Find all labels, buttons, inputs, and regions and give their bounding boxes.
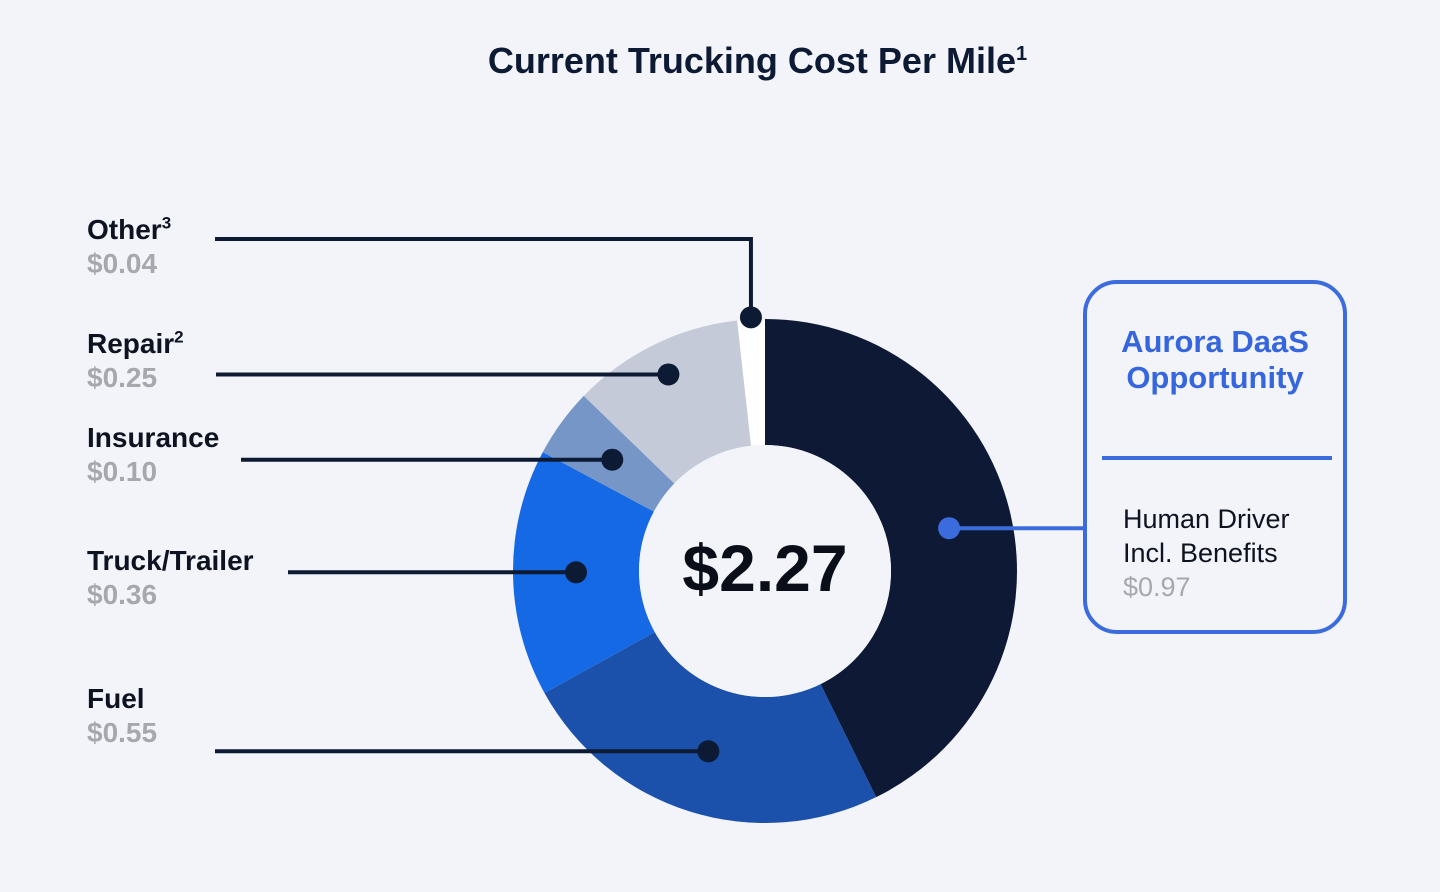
label-fuel: Fuel $0.55 [87, 683, 158, 748]
dot-other [739, 306, 762, 329]
value-other: $0.04 [87, 248, 158, 279]
donut-center [639, 445, 891, 697]
dot-fuel [697, 740, 720, 763]
value-fuel: $0.55 [87, 717, 158, 748]
slice-human-driver [765, 319, 1017, 798]
dot-truck-trailer [565, 561, 588, 584]
slice-repair [583, 320, 752, 484]
value-repair: $0.25 [87, 362, 158, 393]
value-truck-trailer: $0.36 [87, 579, 158, 610]
callout-box: Aurora DaaS Opportunity Human Driver Inc… [1083, 280, 1347, 634]
dot-human-driver [938, 517, 961, 540]
slice-fuel [544, 631, 877, 823]
label-other: Other3 $0.04 [87, 213, 172, 279]
label-repair: Repair2 $0.25 [87, 327, 184, 393]
label-insurance: Insurance $0.10 [87, 422, 220, 487]
callout-value: $0.97 [1123, 572, 1191, 602]
value-insurance: $0.10 [87, 456, 158, 487]
slice-other [737, 319, 765, 446]
callout-title: Aurora DaaS Opportunity [1121, 324, 1309, 395]
chart-title: Current Trucking Cost Per Mile1 [487, 40, 1028, 81]
dot-repair [657, 363, 680, 386]
callout-body: Human Driver Incl. Benefits $0.97 [1123, 504, 1290, 602]
label-truck-trailer: Truck/Trailer $0.36 [87, 545, 254, 610]
total-cost: $2.27 [682, 531, 848, 605]
leader-other [215, 237, 753, 318]
dot-insurance [601, 448, 624, 471]
